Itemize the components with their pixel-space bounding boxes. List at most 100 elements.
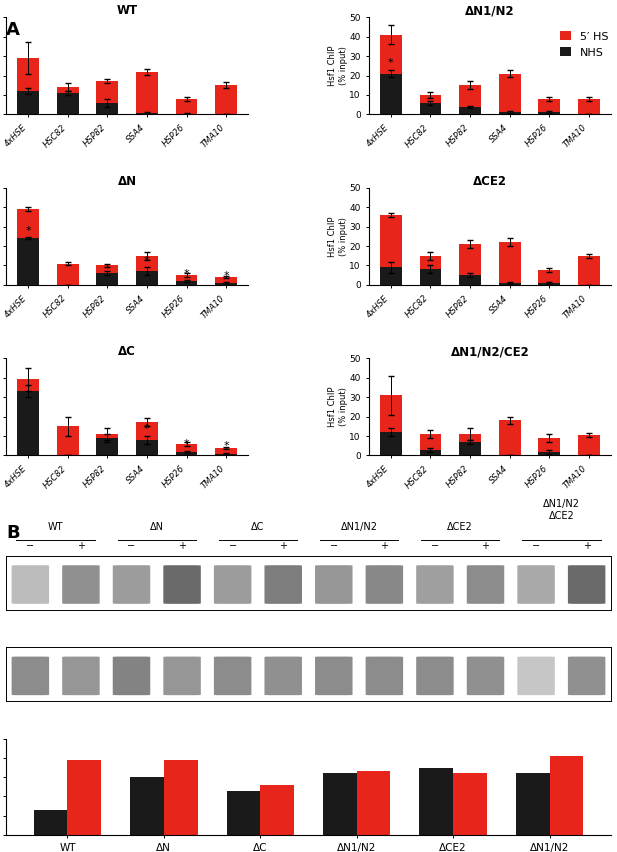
Bar	[17, 239, 39, 285]
Bar	[57, 426, 78, 456]
Text: ΔCE2: ΔCE2	[447, 521, 473, 532]
Text: +: +	[481, 540, 489, 550]
Text: *: *	[144, 424, 150, 435]
Bar	[550, 756, 583, 835]
Bar	[136, 423, 158, 456]
Bar	[459, 442, 481, 456]
Bar	[459, 434, 481, 456]
FancyBboxPatch shape	[214, 657, 251, 695]
Text: WT: WT	[48, 521, 64, 532]
Text: *: *	[223, 441, 229, 451]
Bar	[420, 434, 441, 456]
Bar	[57, 87, 78, 114]
Text: *: *	[25, 226, 31, 236]
Bar	[578, 435, 600, 456]
Y-axis label: Hsf1 ChIP
(% input): Hsf1 ChIP (% input)	[328, 216, 348, 256]
Bar	[420, 768, 453, 835]
Bar	[459, 275, 481, 285]
Bar	[215, 85, 237, 114]
Text: ΔN1/N2: ΔN1/N2	[341, 521, 378, 532]
Bar	[215, 283, 237, 285]
Bar	[176, 444, 197, 456]
Bar	[578, 256, 600, 285]
FancyBboxPatch shape	[466, 565, 504, 604]
Bar	[516, 774, 550, 835]
Bar	[578, 99, 600, 114]
Bar	[499, 112, 521, 114]
Bar	[176, 275, 197, 285]
FancyBboxPatch shape	[366, 657, 403, 695]
Title: ΔCE2: ΔCE2	[473, 175, 507, 187]
Text: B: B	[6, 524, 20, 542]
Bar	[136, 112, 158, 114]
FancyBboxPatch shape	[517, 565, 555, 604]
Bar	[420, 269, 441, 285]
Legend: 5′ HS, NHS: 5′ HS, NHS	[560, 32, 608, 58]
FancyBboxPatch shape	[568, 565, 605, 604]
Text: −: −	[431, 540, 439, 550]
Bar	[453, 774, 487, 835]
Text: ΔN: ΔN	[150, 521, 164, 532]
Bar	[323, 774, 357, 835]
FancyBboxPatch shape	[12, 657, 49, 695]
Text: +: +	[280, 540, 288, 550]
Bar	[67, 760, 101, 835]
FancyBboxPatch shape	[416, 565, 453, 604]
FancyBboxPatch shape	[164, 657, 201, 695]
Bar	[459, 244, 481, 285]
FancyBboxPatch shape	[366, 565, 403, 604]
Title: WT: WT	[117, 4, 138, 17]
Bar	[539, 99, 560, 114]
Bar	[357, 771, 391, 835]
Bar	[380, 73, 402, 114]
Y-axis label: Hsf1 ChIP
(% input): Hsf1 ChIP (% input)	[328, 45, 348, 86]
Bar	[215, 453, 237, 456]
Title: ΔN: ΔN	[118, 175, 136, 187]
Bar	[499, 242, 521, 285]
Bar	[17, 209, 39, 285]
FancyBboxPatch shape	[214, 565, 251, 604]
Bar	[176, 452, 197, 456]
Bar	[380, 35, 402, 114]
Bar	[136, 440, 158, 456]
Bar	[17, 58, 39, 114]
Bar	[459, 106, 481, 114]
Bar	[96, 81, 118, 114]
Text: +: +	[380, 540, 388, 550]
Bar	[96, 434, 118, 456]
Bar	[539, 283, 560, 285]
FancyBboxPatch shape	[265, 565, 302, 604]
Bar	[380, 215, 402, 285]
Bar	[57, 263, 78, 285]
FancyBboxPatch shape	[164, 565, 201, 604]
Bar	[17, 91, 39, 114]
Bar	[176, 113, 197, 114]
Title: ΔN1/N2/CE2: ΔN1/N2/CE2	[450, 345, 529, 358]
Text: +: +	[77, 540, 85, 550]
Bar	[499, 420, 521, 456]
FancyBboxPatch shape	[12, 565, 49, 604]
Bar	[420, 103, 441, 114]
FancyBboxPatch shape	[517, 657, 555, 695]
Text: *: *	[144, 256, 150, 266]
Text: *: *	[223, 270, 229, 280]
Text: *: *	[388, 58, 394, 68]
FancyBboxPatch shape	[62, 657, 100, 695]
Bar	[96, 438, 118, 456]
Bar	[380, 395, 402, 456]
Bar	[96, 103, 118, 114]
Bar	[380, 432, 402, 456]
Bar	[130, 777, 164, 835]
FancyBboxPatch shape	[113, 565, 151, 604]
Bar	[539, 270, 560, 285]
Bar	[34, 810, 67, 835]
Bar	[57, 93, 78, 114]
Bar	[136, 256, 158, 285]
Title: ΔC: ΔC	[118, 345, 136, 358]
Bar	[136, 72, 158, 114]
Bar	[17, 391, 39, 456]
FancyBboxPatch shape	[113, 657, 151, 695]
Bar	[539, 438, 560, 456]
Bar	[459, 85, 481, 114]
Text: −: −	[27, 540, 35, 550]
